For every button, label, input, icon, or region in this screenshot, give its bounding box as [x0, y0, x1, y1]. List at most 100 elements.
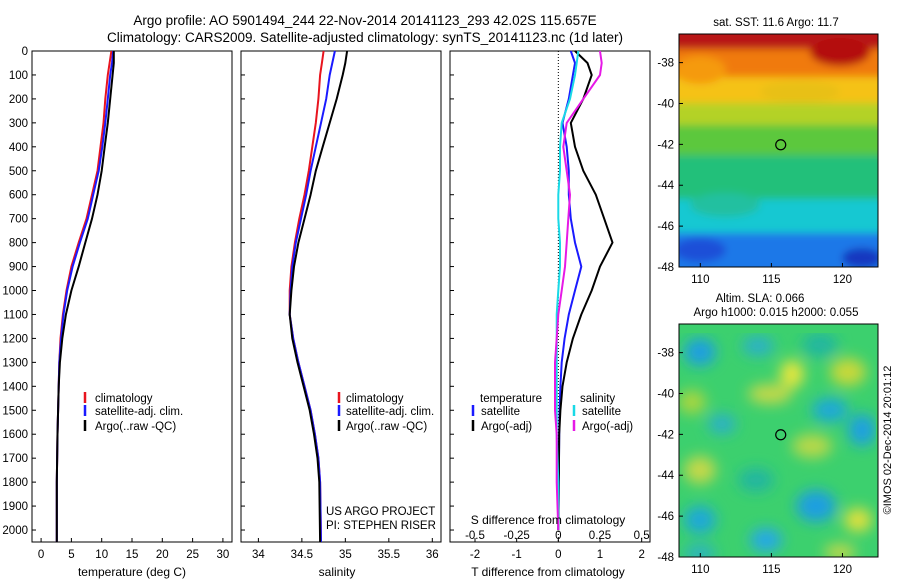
sst-lat-tick-label: -44 — [657, 180, 674, 192]
sla-map-title-1: Altim. SLA: 0.066 — [716, 293, 805, 305]
depth-tick-label: 1200 — [2, 333, 28, 345]
sla-lon-tick-label: 120 — [833, 564, 852, 576]
legend-title-salinity: salinity — [580, 393, 615, 405]
figure-title-line1: Argo profile: AO 5901494_244 22-Nov-2014… — [133, 13, 597, 28]
sla-blob — [848, 414, 876, 446]
sst-map-axes: 110 115 120 -38 -40 -42 -44 -46 -48 — [657, 58, 852, 286]
temp-x-tick-label: 0 — [38, 549, 44, 561]
sst-lat-tick-label: -46 — [657, 221, 674, 233]
sla-map-frame — [678, 323, 879, 558]
sla-lat-tick-label: -42 — [657, 429, 674, 441]
sst-map-title: sat. SST: 11.6 Argo: 11.7 — [713, 17, 839, 29]
sst-band-seagreen — [679, 155, 878, 199]
diff-s-tick-label: -0.25 — [504, 530, 530, 542]
sst-lon-tick-label: 110 — [691, 274, 709, 286]
sla-blob — [802, 333, 838, 357]
sla-blob — [824, 544, 856, 557]
temp-x-tick-label: 30 — [217, 549, 230, 561]
sst-lat-tick-label: -48 — [657, 262, 674, 274]
depth-tick-label: 0 — [22, 46, 28, 58]
legend-label-t-satellite: satellite — [481, 406, 520, 418]
diff-x-tick-label: 1 — [597, 549, 603, 561]
sla-blob — [792, 434, 832, 458]
legend-label-argo: Argo(..raw -QC) — [346, 421, 427, 433]
salinity-panel-frame — [240, 50, 442, 543]
sst-patch-navy — [842, 248, 878, 267]
sla-blob — [844, 508, 872, 532]
sal-series-argo-raw-qc — [288, 50, 349, 543]
depth-tick-label: 1700 — [2, 453, 28, 465]
sst-patch-teal — [690, 193, 760, 217]
sal-x-tick-label: 35 — [339, 549, 352, 561]
depth-tick-label: 800 — [9, 238, 28, 250]
imos-side-label: ©IMOS 02-Dec-2014 20:01:12 — [882, 366, 894, 515]
difference-legend: temperature satellite Argo(-adj) salinit… — [471, 393, 633, 433]
depth-tick-label: 1100 — [3, 309, 28, 321]
sla-blob — [708, 414, 736, 434]
sal-x-tick-label: 35.5 — [378, 549, 400, 561]
temp-x-tick-label: 15 — [126, 549, 139, 561]
diff-x-tick-label: 2 — [638, 549, 644, 561]
sal-series-satellite-adj-clim — [288, 50, 336, 543]
sst-patch-darkblue — [679, 238, 726, 262]
legend-title-temperature: temperature — [480, 393, 542, 405]
sst-lat-tick-label: -40 — [657, 98, 674, 110]
sst-patch-red — [810, 38, 870, 66]
sla-blob — [684, 506, 716, 534]
sst-lon-tick-label: 115 — [762, 274, 780, 286]
diff-series-salinity-satellite — [555, 50, 580, 530]
legend-label-satellite: satellite-adj. clim. — [95, 406, 183, 418]
depth-tick-label: 200 — [9, 94, 28, 106]
depth-tick-label: 700 — [9, 214, 28, 226]
depth-tick-label: 600 — [9, 190, 28, 202]
legend-label-s-argo: Argo(-adj) — [582, 421, 633, 433]
sst-band-lightgreen — [679, 103, 878, 125]
sst-patch-yellow — [760, 82, 840, 102]
difference-t-x-label: T difference from climatology — [471, 565, 625, 579]
depth-tick-label: 1900 — [2, 501, 28, 513]
sst-argo-location-marker — [775, 139, 787, 151]
sla-map-axes: 110 115 120 -38 -40 -42 -44 -46 -48 — [657, 348, 852, 576]
sla-lat-tick-label: -40 — [657, 388, 674, 400]
diff-s-tick-label: -0.5 — [465, 530, 485, 542]
sla-lat-tick-label: -46 — [657, 511, 674, 523]
sla-blob — [684, 338, 716, 366]
depth-tick-label: 1600 — [2, 429, 28, 441]
legend-label-climatology: climatology — [346, 393, 404, 405]
sla-blob — [780, 360, 804, 388]
sla-map-title-2: Argo h1000: 0.015 h2000: 0.055 — [694, 307, 859, 319]
temperature-legend: climatology satellite-adj. clim. Argo(..… — [83, 392, 183, 433]
temp-x-tick-label: 5 — [68, 549, 74, 561]
diff-series-salinity-argo-adj — [554, 50, 603, 531]
depth-tick-label: 400 — [9, 142, 28, 154]
sst-patch-warm — [679, 56, 726, 84]
depth-axis: 0 100 200 300 400 500 600 700 800 900 1000 1100 1200… — [2, 46, 454, 537]
legend-label-t-argo: Argo(-adj) — [481, 421, 532, 433]
sla-blob — [748, 384, 792, 404]
depth-tick-label: 900 — [9, 262, 28, 274]
temp-series-climatology — [55, 50, 113, 542]
diff-x-tick-label: 0 — [555, 549, 561, 561]
sla-blob — [684, 456, 716, 484]
depth-tick-label: 300 — [9, 118, 28, 130]
sst-lon-tick-label: 120 — [833, 274, 852, 286]
sst-lat-tick-label: -42 — [657, 139, 674, 151]
difference-panel-frame — [449, 50, 651, 543]
sla-lat-tick-label: -44 — [657, 470, 674, 482]
depth-tick-label: 1800 — [2, 477, 28, 489]
sal-x-tick-label: 34 — [252, 549, 265, 561]
legend-label-climatology: climatology — [95, 393, 153, 405]
diff-s-tick-label: 0.5 — [634, 530, 650, 542]
sla-blob — [796, 490, 836, 522]
temp-series-argo-raw-qc — [55, 51, 115, 542]
sla-heatmap — [679, 324, 878, 557]
temp-x-tick-label: 10 — [95, 549, 108, 561]
salinity-legend: climatology satellite-adj. clim. Argo(..… — [337, 392, 434, 433]
diff-x-tick-label: -2 — [470, 549, 480, 561]
depth-tick-label: 1300 — [2, 357, 28, 369]
temperature-x-label: temperature (deg C) — [78, 565, 186, 579]
temp-x-tick-label: 20 — [156, 549, 169, 561]
diff-s-tick-label: 0 — [555, 530, 561, 542]
legend-label-argo: Argo(..raw -QC) — [95, 421, 176, 433]
depth-tick-label: 100 — [9, 70, 28, 82]
